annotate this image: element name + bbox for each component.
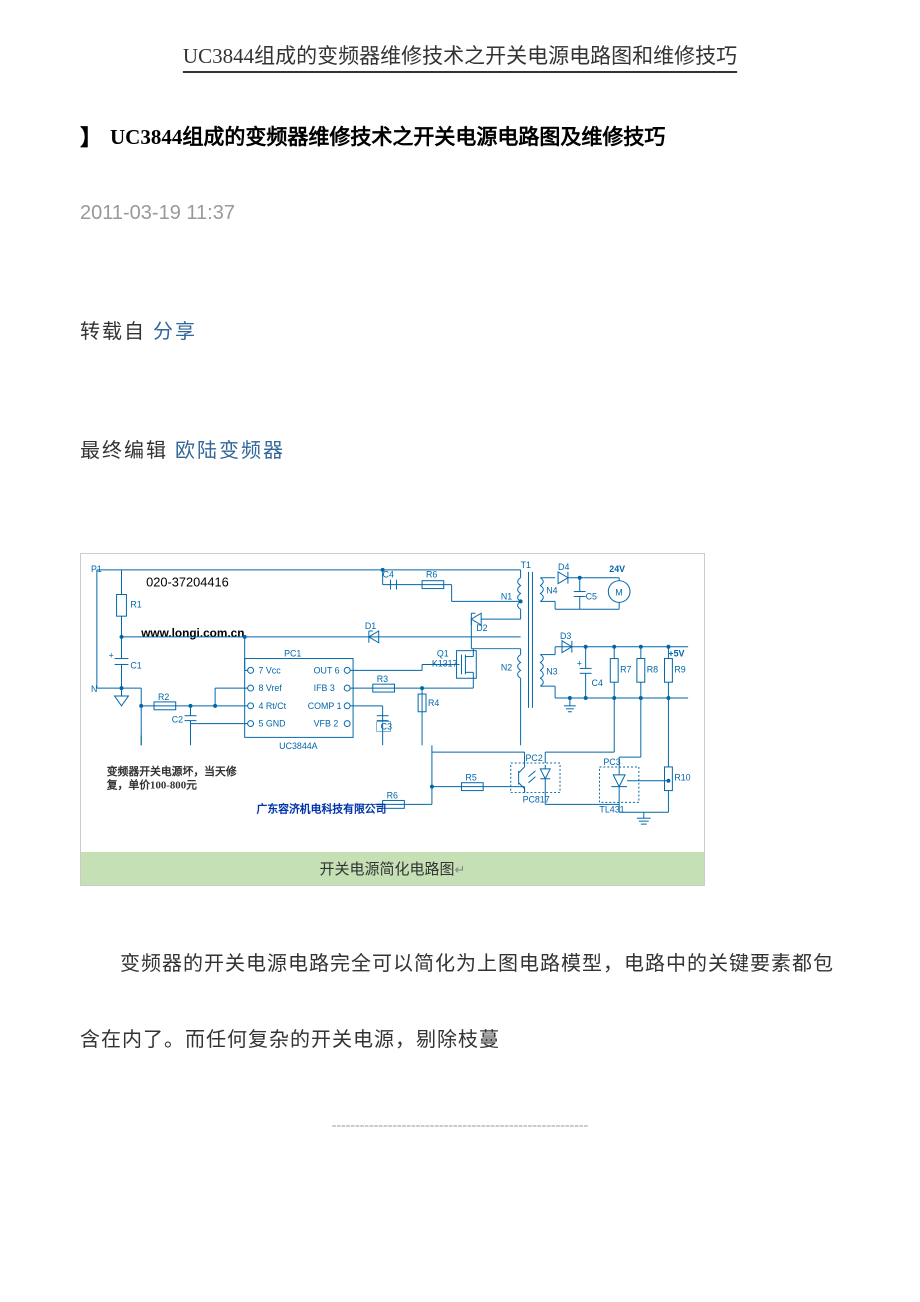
- article-title-row: 】 UC3844组成的变频器维修技术之开关电源电路图及维修技巧: [80, 120, 840, 152]
- caption-text: 开关电源简化电路图: [320, 862, 455, 878]
- article-timestamp: 2011-03-19 11:37: [80, 202, 840, 225]
- editor-label: 最终编辑: [80, 440, 168, 462]
- note-line1: 变频器开关电源坏，当天修: [107, 764, 237, 778]
- circuit-svg: P1 020-37204416 R1 www.longi.com.cn + C1: [87, 560, 698, 846]
- label-d3: D3: [560, 631, 571, 641]
- company-text: 广东容济机电科技有限公司: [257, 801, 387, 815]
- editor-link[interactable]: 欧陆变频器: [175, 440, 285, 462]
- label-r5: R5: [465, 773, 476, 783]
- label-5v: +5V: [668, 649, 684, 659]
- pin-4: 4 Rt/Ct: [258, 701, 286, 711]
- label-q1: Q1: [437, 649, 449, 659]
- label-q1t: K1317: [432, 658, 458, 668]
- pin-2: VFB 2: [314, 719, 339, 729]
- label-m: M: [615, 587, 622, 597]
- editor-row: 最终编辑 欧陆变频器: [80, 434, 840, 463]
- diagram-caption: 开关电源简化电路图↵: [81, 852, 704, 885]
- article-main-title: UC3844组成的变频器维修技术之开关电源电路图及维修技巧: [110, 121, 665, 151]
- pin-8: 8 Vref: [258, 683, 282, 693]
- label-r9: R9: [674, 664, 685, 674]
- label-r6t: R6: [426, 570, 437, 580]
- note-line2: 复，单价100-800元: [106, 778, 197, 792]
- label-d1: D1: [365, 621, 376, 631]
- label-pc1: PC1: [284, 649, 301, 659]
- label-r6b: R6: [387, 790, 398, 800]
- pin-3: IFB 3: [314, 683, 335, 693]
- label-c4t: C4: [383, 570, 394, 580]
- label-r10: R10: [674, 773, 690, 783]
- pin-6: OUT 6: [314, 665, 340, 675]
- label-d4: D4: [558, 562, 569, 572]
- share-label: 转载自: [80, 321, 146, 343]
- page-header-title: UC3844组成的变频器维修技术之开关电源电路图和维修技巧: [80, 40, 840, 70]
- label-n1: N1: [501, 591, 512, 601]
- label-r8: R8: [647, 664, 658, 674]
- label-p1: P1: [91, 564, 102, 574]
- footer-dashes: ----------------------------------------…: [80, 1118, 840, 1134]
- label-pc3: PC3: [603, 757, 620, 767]
- label-n3: N3: [546, 666, 557, 676]
- label-c5: C5: [586, 591, 597, 601]
- label-r3: R3: [377, 674, 388, 684]
- circuit-diagram: P1 020-37204416 R1 www.longi.com.cn + C1: [81, 554, 704, 852]
- label-r4: R4: [428, 698, 439, 708]
- circuit-diagram-container: P1 020-37204416 R1 www.longi.com.cn + C1: [80, 553, 705, 886]
- label-t1: T1: [521, 560, 531, 570]
- pin-1: COMP 1: [308, 701, 342, 711]
- label-r1: R1: [130, 599, 141, 609]
- plus-c4: +: [577, 658, 582, 668]
- label-n4: N4: [546, 586, 557, 596]
- body-paragraph-1: 变频器的开关电源电路完全可以简化为上图电路模型，电路中的关键要素都包含在内了。而…: [80, 926, 840, 1078]
- label-pc2: PC2: [526, 753, 543, 763]
- pin-7: 7 Vcc: [258, 665, 281, 675]
- label-24v: 24V: [609, 564, 625, 574]
- url-text: www.longi.com.cn: [140, 626, 244, 640]
- label-d2: D2: [476, 623, 487, 633]
- label-r2: R2: [158, 692, 169, 702]
- pin-5: 5 GND: [258, 719, 285, 729]
- plus-c1: +: [109, 651, 114, 661]
- share-link[interactable]: 分享: [153, 321, 197, 343]
- title-prefix: 】: [80, 120, 102, 152]
- label-uc3844: UC3844A: [279, 741, 318, 751]
- caption-arrow-icon: ↵: [455, 862, 466, 877]
- label-c2: C2: [172, 715, 183, 725]
- share-row: 转载自 分享: [80, 315, 840, 344]
- label-n: N: [91, 684, 97, 694]
- label-tl431: TL431: [599, 804, 624, 814]
- phone-text: 020-37204416: [146, 575, 229, 590]
- label-c4b: C4: [592, 678, 603, 688]
- label-c1: C1: [130, 660, 141, 670]
- label-r7: R7: [620, 664, 631, 674]
- label-n2: N2: [501, 662, 512, 672]
